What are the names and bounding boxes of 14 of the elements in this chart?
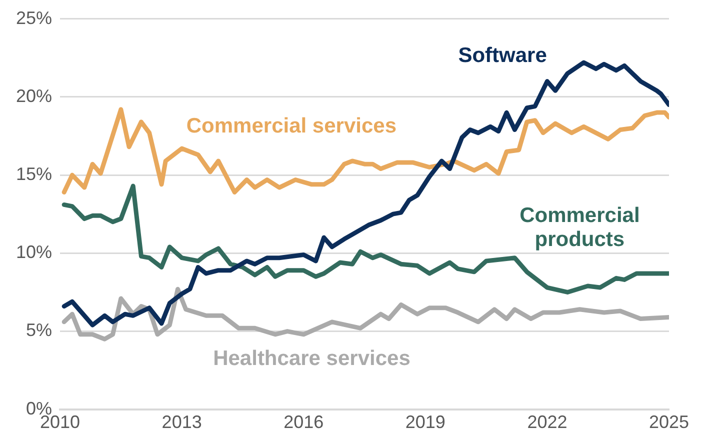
y-tick-label: 25% — [16, 8, 52, 28]
y-tick-label: 20% — [16, 86, 52, 106]
x-tick-label: 2016 — [284, 412, 324, 432]
x-tick-label: 2022 — [527, 412, 568, 432]
series-label: Healthcare services — [213, 347, 410, 370]
x-tick-label: 2019 — [405, 412, 446, 432]
x-tick-label: 2025 — [648, 412, 690, 432]
x-tick-label: 2013 — [162, 412, 202, 432]
series-label: Commercial services — [186, 114, 397, 138]
series-label: Commercial products — [520, 204, 640, 251]
y-tick-label: 5% — [26, 320, 52, 340]
y-tick-label: 10% — [16, 242, 52, 262]
series-label: Software — [458, 44, 547, 68]
y-tick-label: 15% — [16, 164, 52, 184]
